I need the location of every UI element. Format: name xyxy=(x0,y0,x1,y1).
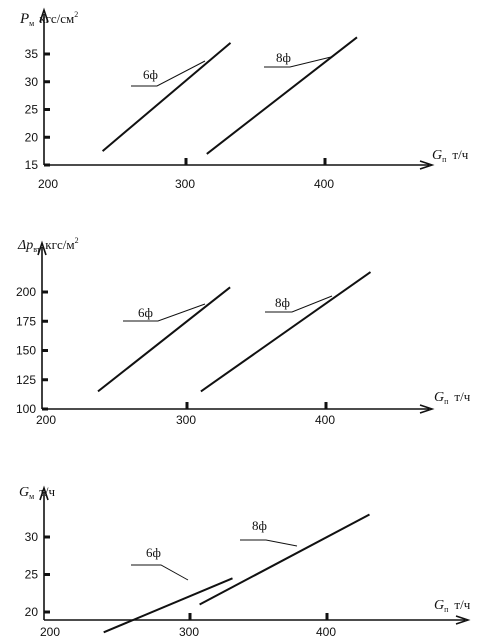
x-axis-subscript: п xyxy=(444,397,449,406)
x-tick-label: 200 xyxy=(38,177,58,191)
x-axis-arrow xyxy=(419,160,435,170)
series-name-0: 6ф xyxy=(138,305,153,320)
y-axis-superscript: 2 xyxy=(74,10,78,19)
y-axis-subscript: м xyxy=(29,492,34,501)
series-line-0 xyxy=(101,42,232,152)
series-line-1 xyxy=(206,36,358,155)
y-axis-unit: кгс/м xyxy=(45,237,74,252)
series-name-1: 8ф xyxy=(275,295,290,310)
x-axis-label: Gп т/ч xyxy=(432,147,469,164)
chart-oil-pressure: 15 20 25 30 35 200 300 400 Pм кгс/см2 Gп т/ч 6ф 8ф xyxy=(19,7,469,191)
y-tick-label: 30 xyxy=(25,530,39,544)
x-axis-label: Gп т/ч xyxy=(434,389,471,406)
y-tick-label: 200 xyxy=(16,285,36,299)
y-tick-label: 20 xyxy=(25,605,39,619)
y-tick-label: 150 xyxy=(16,344,36,358)
y-axis-label: Δpвт кгс/м2 xyxy=(17,236,79,254)
x-axis-unit: т/ч xyxy=(452,147,468,162)
series-leader-1 xyxy=(265,295,333,313)
x-axis-subscript: п xyxy=(442,155,447,164)
x-axis-unit: т/ч xyxy=(454,597,470,612)
x-axis-subscript: п xyxy=(444,605,449,614)
series-leader-0 xyxy=(131,564,189,581)
x-tick-label: 200 xyxy=(36,413,56,427)
y-axis-unit: т/ч xyxy=(39,484,55,499)
series-name-1: 8ф xyxy=(252,518,267,533)
series-line-0 xyxy=(103,577,233,634)
x-tick-label: 400 xyxy=(316,625,336,639)
y-axis-superscript: 2 xyxy=(75,236,79,245)
y-axis-subscript: вт xyxy=(33,245,41,254)
chart-pressure-drop: 100 125 150 175 200 200 300 400 Δpвт кгс/м2 Gп т/ч 6… xyxy=(16,236,471,427)
y-axis-arrow xyxy=(39,7,49,23)
y-tick-label: 35 xyxy=(25,47,39,61)
series-leader-1 xyxy=(264,56,332,68)
y-axis-label: Pм кгс/см2 xyxy=(19,10,78,28)
y-axis-symbol: P xyxy=(19,11,29,27)
x-axis-arrow xyxy=(419,404,435,414)
x-tick-label: 300 xyxy=(176,413,196,427)
series-leader-0 xyxy=(123,303,206,322)
y-axis-arrow xyxy=(37,240,47,256)
chart-oil-flow: 20 25 30 200 300 400 Gм т/ч Gп т/ч 6ф 8ф xyxy=(19,484,471,639)
series-name-0: 6ф xyxy=(143,67,158,82)
y-tick-label: 30 xyxy=(25,75,39,89)
y-axis-arrow xyxy=(39,485,49,501)
series-name-0: 6ф xyxy=(146,545,161,560)
x-tick-label: 300 xyxy=(179,625,199,639)
y-axis-symbol: G xyxy=(19,485,29,500)
y-axis-subscript: м xyxy=(29,19,34,28)
series-name-1: 8ф xyxy=(276,50,291,65)
x-axis-unit: т/ч xyxy=(454,389,470,404)
x-axis-symbol: G xyxy=(434,598,444,613)
series-line-0 xyxy=(97,286,231,393)
x-axis-label: Gп т/ч xyxy=(434,597,471,614)
y-axis-symbol: Δp xyxy=(17,238,33,253)
x-tick-label: 300 xyxy=(175,177,195,191)
x-tick-label: 400 xyxy=(314,177,334,191)
y-tick-label: 25 xyxy=(25,568,39,582)
y-tick-label: 175 xyxy=(16,314,36,328)
y-tick-label: 20 xyxy=(25,130,39,144)
y-tick-label: 25 xyxy=(25,103,39,117)
x-tick-label: 400 xyxy=(315,413,335,427)
x-axis-arrow xyxy=(455,615,471,625)
series-leader-0 xyxy=(131,60,206,87)
y-tick-label: 100 xyxy=(16,402,36,416)
y-tick-label: 125 xyxy=(16,373,36,387)
series-line-1 xyxy=(199,513,370,606)
y-axis-unit: кгс/см xyxy=(39,11,74,26)
y-axis-label: Gм т/ч xyxy=(19,484,55,501)
series-leader-1 xyxy=(240,539,298,547)
y-tick-label: 15 xyxy=(25,158,39,172)
series-line-1 xyxy=(200,271,372,393)
x-axis-symbol: G xyxy=(434,390,444,405)
x-tick-label: 200 xyxy=(40,625,60,639)
x-axis-symbol: G xyxy=(432,148,442,163)
